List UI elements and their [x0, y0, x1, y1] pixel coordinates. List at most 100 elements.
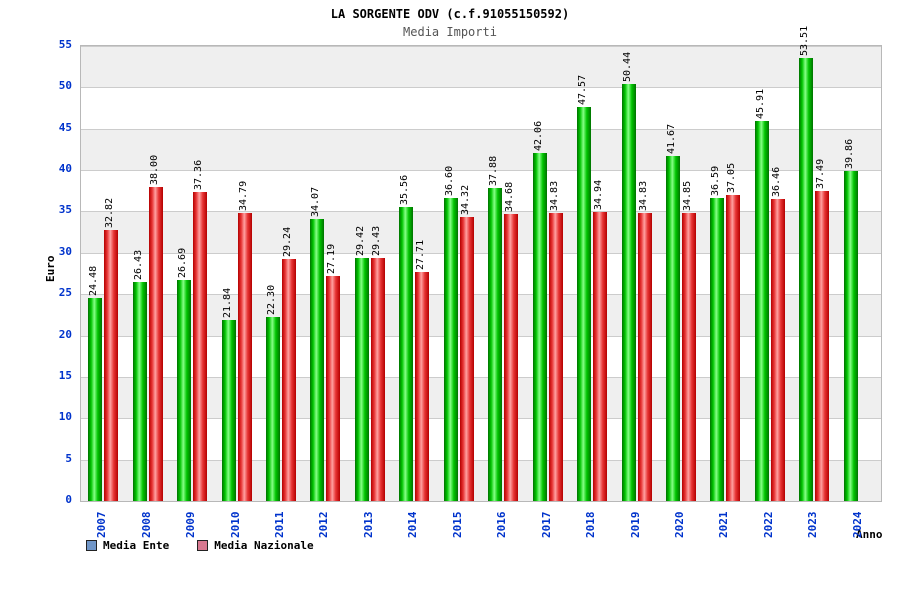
x-tick-label: 2008 [139, 511, 153, 539]
bar-media-ente-2015 [443, 198, 458, 501]
x-tick-label: 2023 [806, 511, 820, 539]
grid-line [81, 335, 881, 337]
bar-media-nazionale-2008 [148, 186, 163, 501]
bar-media-ente-2013 [354, 257, 369, 501]
bar-value-label: 34.83 [548, 180, 560, 211]
y-tick-label: 5 [65, 451, 72, 465]
bar-value-label: 21.84 [221, 288, 233, 319]
bar-value-label: 42.06 [532, 120, 544, 152]
chart-subtitle: Media Importi [403, 25, 497, 39]
bar-media-nazionale-2016 [504, 214, 519, 501]
y-tick-label: 45 [58, 120, 72, 134]
bar-value-label: 34.85 [682, 180, 693, 211]
grid-line [81, 211, 881, 213]
bar-value-label: 34.32 [459, 184, 471, 216]
bar-value-label: 39.86 [843, 139, 855, 170]
x-tick-label: 2022 [761, 511, 775, 539]
legend-swatch-media-nazionale [197, 540, 209, 551]
bar-media-nazionale-2021 [726, 194, 741, 501]
bar-media-nazionale-2007 [104, 229, 119, 501]
bar-media-ente-2016 [488, 187, 503, 501]
bar-media-nazionale-2023 [815, 190, 830, 501]
bar-value-label: 29.43 [370, 225, 382, 256]
bar-media-ente-2017 [532, 153, 547, 501]
plot-area: 24.48 32.82 26.43 38.00 26.69 37.36 21.84 34.79… [80, 26, 882, 502]
plot-band [81, 211, 881, 253]
grid-line [81, 46, 881, 47]
bar-media-nazionale-2022 [770, 199, 785, 501]
bar-value-label: 26.43 [132, 250, 144, 281]
bar-media-nazionale-2012 [326, 276, 341, 501]
y-tick-label: 0 [65, 493, 72, 506]
bar-value-label: 34.68 [504, 182, 516, 213]
plot-band [81, 128, 881, 171]
grid-line [81, 418, 881, 420]
bar-value-label: 29.24 [282, 227, 293, 258]
bar-media-nazionale-2013 [370, 257, 385, 501]
bar-media-ente-2021 [710, 198, 725, 501]
bar-value-label: 47.57 [577, 75, 589, 106]
y-tick-label: 20 [58, 327, 72, 341]
bar-value-label: 41.67 [666, 124, 677, 155]
bar-value-label: 34.07 [310, 187, 322, 218]
bar-media-nazionale-2014 [415, 271, 430, 501]
bar-media-ente-2019 [621, 83, 636, 501]
bar-value-label: 37.49 [815, 158, 827, 189]
bar-value-label: 36.60 [443, 166, 455, 197]
bar-media-ente-2011 [266, 316, 280, 501]
bar-value-label: 45.91 [754, 89, 766, 120]
plot-band [81, 46, 881, 88]
bar-media-ente-2024 [843, 171, 858, 501]
bar-media-ente-2012 [310, 219, 325, 501]
plot-band [81, 459, 881, 501]
x-tick-label: 2020 [673, 511, 686, 539]
grid-line [81, 376, 881, 378]
x-tick-label: 2011 [273, 511, 286, 539]
x-tick-label: 2017 [539, 511, 553, 539]
plot-band [81, 376, 881, 419]
bar-value-label: 38.00 [148, 154, 160, 185]
bar-value-label: 34.79 [237, 181, 249, 212]
bar-media-ente-2014 [399, 206, 414, 501]
bar-media-ente-2022 [754, 121, 769, 501]
bar-value-label: 37.88 [488, 155, 500, 186]
legend: Media Ente Media Nazionale [86, 539, 342, 552]
x-tick-label: 2009 [184, 511, 198, 539]
chart-title: LA SORGENTE ODV (c.f.91055150592) [330, 7, 570, 21]
bar-media-nazionale-2017 [548, 212, 563, 501]
bar-value-label: 27.19 [326, 243, 338, 275]
y-tick-label: 30 [58, 244, 72, 258]
x-tick-label: 2015 [450, 511, 464, 539]
y-tick-label: 35 [58, 203, 72, 217]
bar-value-label: 35.56 [399, 174, 411, 205]
bar-value-label: 53.51 [799, 26, 811, 57]
grid-line [81, 170, 881, 172]
legend-item-media-nazionale: Media Nazionale [197, 539, 314, 552]
x-tick-label: 2014 [406, 511, 420, 539]
bar-media-ente-2008 [132, 282, 147, 501]
bar-value-label: 34.83 [637, 180, 649, 211]
x-tick-label: 2018 [584, 511, 598, 539]
x-tick-label: 2012 [317, 511, 331, 539]
bar-media-nazionale-2010 [237, 213, 252, 501]
bar-media-nazionale-2020 [682, 212, 696, 501]
bar-media-ente-2020 [666, 156, 680, 501]
bar-value-label: 32.82 [104, 197, 116, 228]
bar-media-nazionale-2011 [282, 259, 296, 501]
grid-line [81, 128, 881, 130]
bar-value-label: 36.46 [770, 167, 782, 198]
bar-media-nazionale-2015 [459, 217, 474, 501]
bar-value-label: 34.94 [593, 179, 605, 210]
grid-line [81, 87, 881, 89]
x-tick-label: 2016 [495, 511, 509, 539]
bar-media-ente-2018 [577, 107, 592, 501]
y-tick-label: 10 [58, 410, 72, 424]
y-tick-label: 50 [58, 79, 72, 93]
legend-label-media-ente: Media Ente [103, 539, 170, 552]
bar-media-nazionale-2009 [193, 191, 208, 501]
x-tick-label: 2010 [228, 511, 242, 539]
x-tick-label: 2024 [850, 511, 864, 539]
bar-value-label: 37.05 [726, 162, 738, 193]
y-tick-label: 15 [58, 368, 72, 382]
